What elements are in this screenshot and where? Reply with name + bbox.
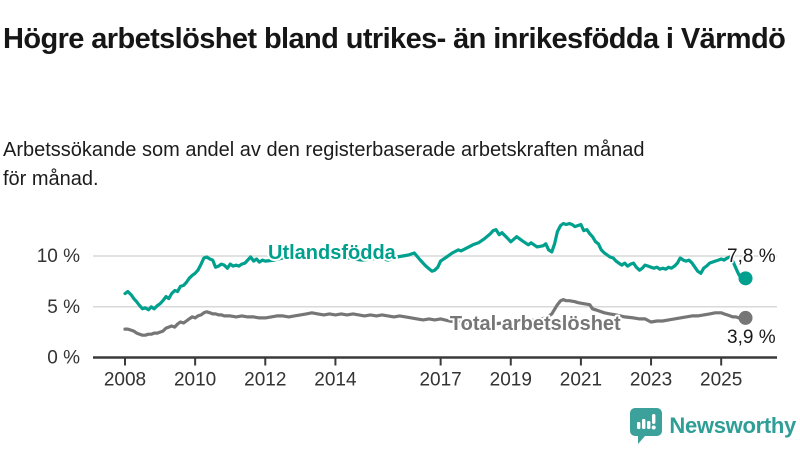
series-label-0: Utlandsfödda	[268, 242, 397, 264]
series-end-dot-1	[738, 310, 753, 325]
brand-name: Newsworthy	[669, 413, 796, 438]
x-tick-label: 2010	[174, 370, 216, 391]
y-tick-label: 10 %	[37, 246, 80, 267]
page-title: Högre arbetslöshet bland utrikes- än inr…	[3, 23, 786, 56]
x-tick-label: 2021	[560, 370, 602, 391]
chart-subtitle: Arbetssökande som andel av den registerb…	[3, 139, 645, 190]
series-end-value-1: 3,9 %	[727, 327, 776, 348]
y-tick-label: 0 %	[47, 348, 80, 369]
newsworthy-logo-icon	[630, 408, 663, 444]
x-tick-label: 2017	[419, 370, 461, 391]
x-tick-label: 2014	[314, 370, 357, 391]
x-tick-label: 2019	[490, 370, 532, 391]
series-end-value-0: 7,8 %	[727, 246, 776, 267]
series-end-dot-0	[738, 271, 753, 286]
x-tick-label: 2023	[630, 370, 672, 391]
series-line-1	[123, 298, 744, 337]
series-line-0	[123, 221, 744, 312]
x-tick-label: 2008	[104, 370, 146, 391]
x-tick-label: 2025	[700, 370, 742, 391]
series-label-1: Total arbetslöshet	[450, 313, 621, 335]
x-tick-label: 2012	[244, 370, 286, 391]
y-tick-label: 5 %	[47, 297, 80, 318]
brand-footer: Newsworthy	[630, 408, 796, 444]
